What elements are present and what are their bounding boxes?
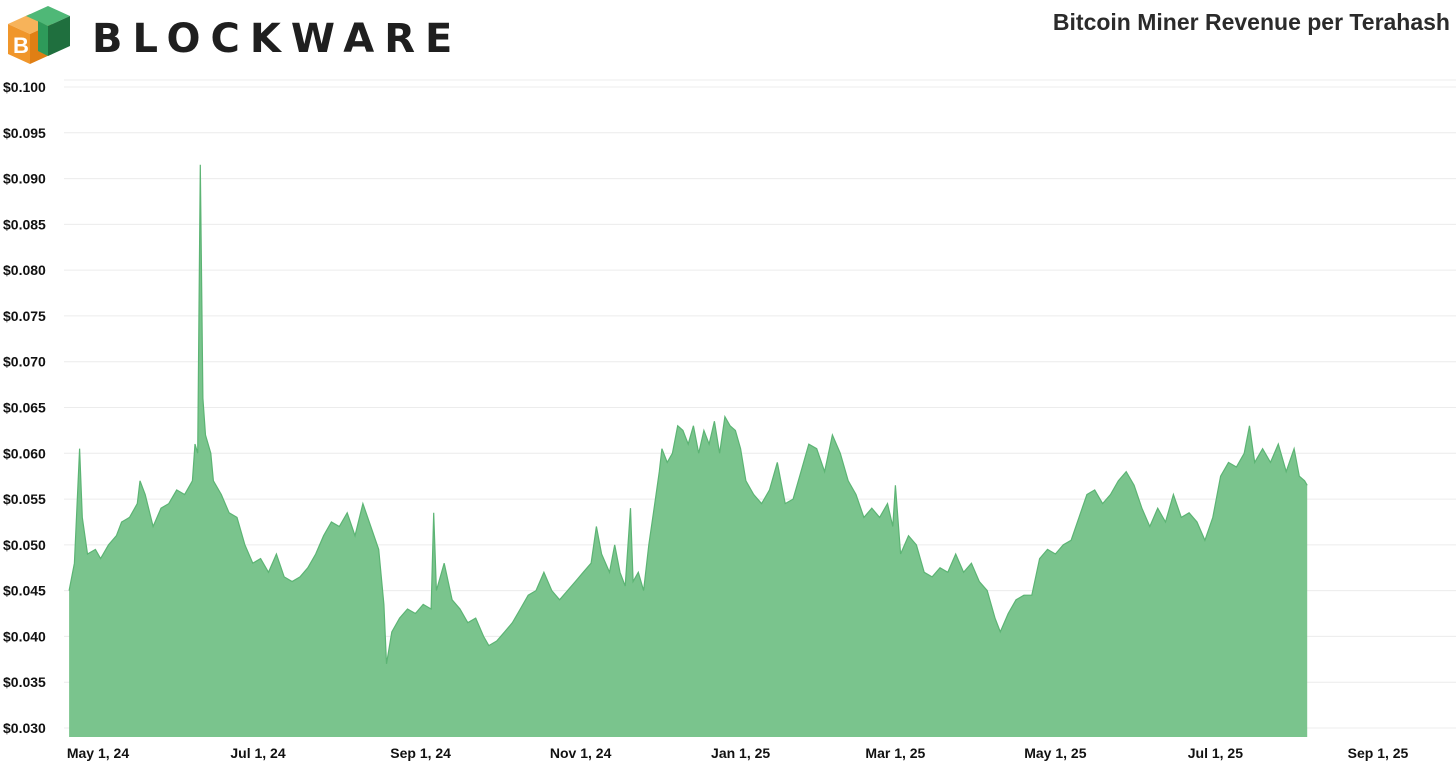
x-tick-label: May 1, 24 xyxy=(67,745,129,761)
y-tick-label: $0.050 xyxy=(3,537,46,553)
x-tick-label: Sep 1, 25 xyxy=(1348,745,1409,761)
svg-text:B: B xyxy=(13,33,29,58)
x-tick-label: Jul 1, 24 xyxy=(230,745,285,761)
y-tick-label: $0.055 xyxy=(3,491,46,507)
y-tick-label: $0.100 xyxy=(3,79,46,95)
x-tick-label: May 1, 25 xyxy=(1024,745,1086,761)
y-tick-label: $0.075 xyxy=(3,308,46,324)
y-tick-label: $0.095 xyxy=(3,125,46,141)
y-tick-label: $0.080 xyxy=(3,262,46,278)
x-tick-label: Jan 1, 25 xyxy=(711,745,770,761)
y-tick-label: $0.040 xyxy=(3,628,46,644)
y-tick-label: $0.085 xyxy=(3,216,46,232)
y-tick-label: $0.090 xyxy=(3,171,46,187)
y-tick-label: $0.035 xyxy=(3,674,46,690)
y-tick-label: $0.060 xyxy=(3,445,46,461)
revenue-line xyxy=(68,164,1308,664)
y-tick-label: $0.030 xyxy=(3,720,46,736)
x-tick-label: Mar 1, 25 xyxy=(865,745,925,761)
chart-header: B BLOCKWARE Bitcoin Miner Revenue per Te… xyxy=(0,0,1456,78)
revenue-area xyxy=(69,164,1308,738)
y-tick-label: $0.045 xyxy=(3,583,46,599)
x-tick-label: Nov 1, 24 xyxy=(550,745,612,761)
x-tick-label: Sep 1, 24 xyxy=(390,745,451,761)
y-tick-label: $0.070 xyxy=(3,354,46,370)
x-axis: May 1, 24 Jul 1, 24 Sep 1, 24 Nov 1, 24 Jan … xyxy=(67,745,1409,761)
y-axis: $0.100 $0.095 $0.090 $0.085 $0.080 $0.075 $0.0… xyxy=(3,79,46,736)
area-series xyxy=(68,164,1308,738)
y-tick-label: $0.065 xyxy=(3,400,46,416)
blockware-logo-icon: B xyxy=(8,6,70,64)
x-tick-label: Jul 1, 25 xyxy=(1188,745,1243,761)
brand-name: BLOCKWARE xyxy=(92,16,463,62)
chart-title: Bitcoin Miner Revenue per Terahash xyxy=(1052,9,1450,35)
